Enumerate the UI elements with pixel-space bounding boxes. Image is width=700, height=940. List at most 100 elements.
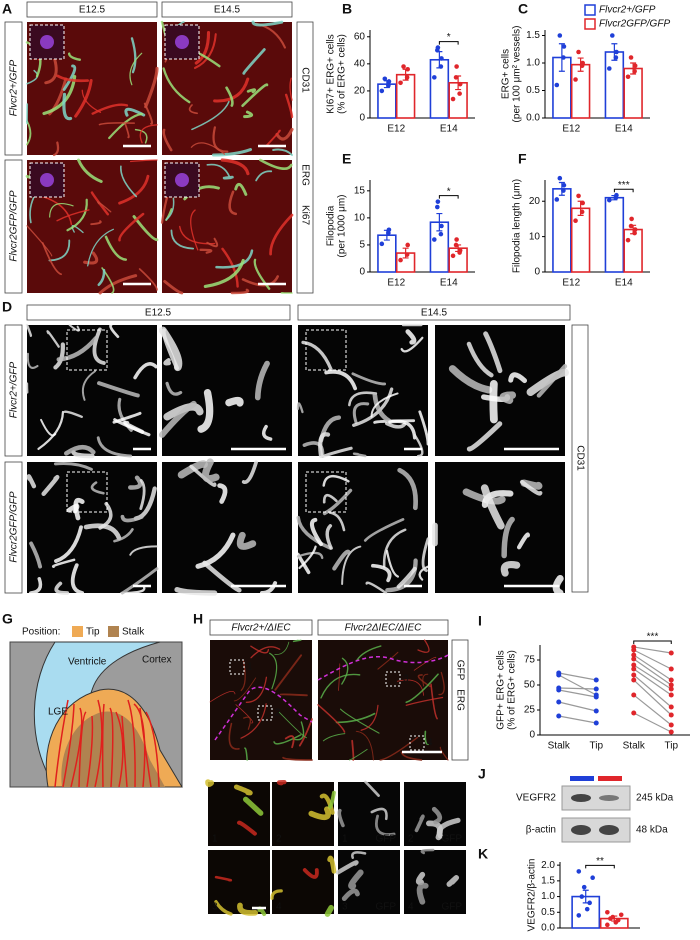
label-box <box>26 304 291 321</box>
vessel <box>309 517 323 547</box>
vessel <box>51 558 76 569</box>
data-point <box>453 75 459 80</box>
vessel <box>328 511 346 532</box>
stain-label: CD31 <box>574 445 585 471</box>
vessel <box>87 228 114 267</box>
vessel <box>372 392 392 424</box>
vessel <box>98 122 135 126</box>
data-point <box>386 79 392 84</box>
vessel <box>68 324 80 332</box>
data-point <box>398 80 403 86</box>
data-point <box>561 55 566 60</box>
vessel <box>225 86 234 107</box>
vessel <box>552 574 564 597</box>
vessel <box>424 730 429 746</box>
data-point <box>593 720 599 726</box>
vessel <box>165 381 183 396</box>
data-point <box>554 197 560 202</box>
vessel <box>536 364 568 398</box>
vessel <box>355 730 374 761</box>
data-point <box>631 666 637 672</box>
x-tick-label: E14 <box>440 124 458 135</box>
vessel <box>26 352 39 369</box>
vessel <box>296 515 332 550</box>
label-box <box>317 619 449 636</box>
vessel <box>365 581 388 595</box>
panel-letter: I <box>478 613 482 629</box>
vessel <box>48 239 71 262</box>
vessel <box>324 369 358 391</box>
vessel <box>385 558 418 593</box>
x-tick-label: E12 <box>562 124 580 135</box>
vessel <box>96 436 133 458</box>
vessel <box>420 848 435 855</box>
data-point <box>457 248 463 253</box>
y-tick-label: 1.5 <box>541 875 555 886</box>
x-tick-label: E12 <box>387 278 405 289</box>
vessel <box>78 711 87 788</box>
vessel <box>26 69 39 85</box>
stain-label: CD31 <box>299 67 310 93</box>
vessel <box>415 871 426 886</box>
vessel <box>29 541 43 569</box>
data-point <box>613 55 619 60</box>
bar <box>623 228 643 273</box>
micrograph <box>272 850 334 914</box>
vessel <box>348 748 368 761</box>
data-point <box>454 237 459 242</box>
vessel <box>416 882 429 905</box>
vessel <box>270 889 283 900</box>
column-header: E14.5 <box>421 308 448 319</box>
micrograph-texture <box>158 326 273 441</box>
vessel <box>206 237 219 248</box>
vessel <box>324 905 334 917</box>
data-point <box>576 869 582 874</box>
significance-bracket <box>438 41 459 45</box>
vessel <box>341 888 360 902</box>
vessel <box>83 251 99 265</box>
vessel <box>123 121 130 139</box>
nucleus <box>175 173 189 187</box>
lge-outline <box>214 686 313 741</box>
data-point <box>632 63 638 69</box>
vessel <box>29 577 43 595</box>
vessel <box>265 129 281 147</box>
x-tick-label: Stalk <box>548 741 571 752</box>
vessel <box>385 421 407 429</box>
vessel <box>508 372 528 384</box>
vessel <box>90 220 102 226</box>
vessel <box>269 652 278 690</box>
pair-line <box>558 672 597 681</box>
vessel <box>74 79 93 118</box>
significance-bracket <box>585 864 615 869</box>
y-axis-label: KI67+ ERG+ cells <box>326 34 337 113</box>
band <box>571 794 591 802</box>
vessel <box>214 875 233 882</box>
data-point <box>454 64 459 69</box>
label-box <box>296 21 314 294</box>
vessel <box>352 402 370 425</box>
y-axis-label: Filopodia <box>326 205 337 246</box>
data-point <box>576 913 582 918</box>
vessel <box>254 360 270 401</box>
data-point <box>386 83 391 88</box>
y-tick-label: 0 <box>359 113 365 124</box>
y-tick-label: 25 <box>524 705 536 716</box>
vessel <box>499 391 517 404</box>
vessel <box>236 531 257 550</box>
bar <box>604 196 625 273</box>
data-point <box>573 77 578 82</box>
vessel <box>109 707 114 788</box>
micrograph-texture <box>432 479 564 597</box>
stain-label: Ki67 <box>299 205 310 225</box>
vessel <box>360 704 379 731</box>
data-point <box>576 49 581 55</box>
vessel <box>158 400 197 438</box>
significance-bracket <box>613 188 634 193</box>
label-box <box>451 639 469 761</box>
vessel <box>177 460 208 479</box>
column-header: Flvcr2ΔIEC/ΔIEC <box>345 623 423 634</box>
vessel <box>405 673 439 704</box>
vessel <box>516 532 530 550</box>
vessel <box>91 103 129 115</box>
